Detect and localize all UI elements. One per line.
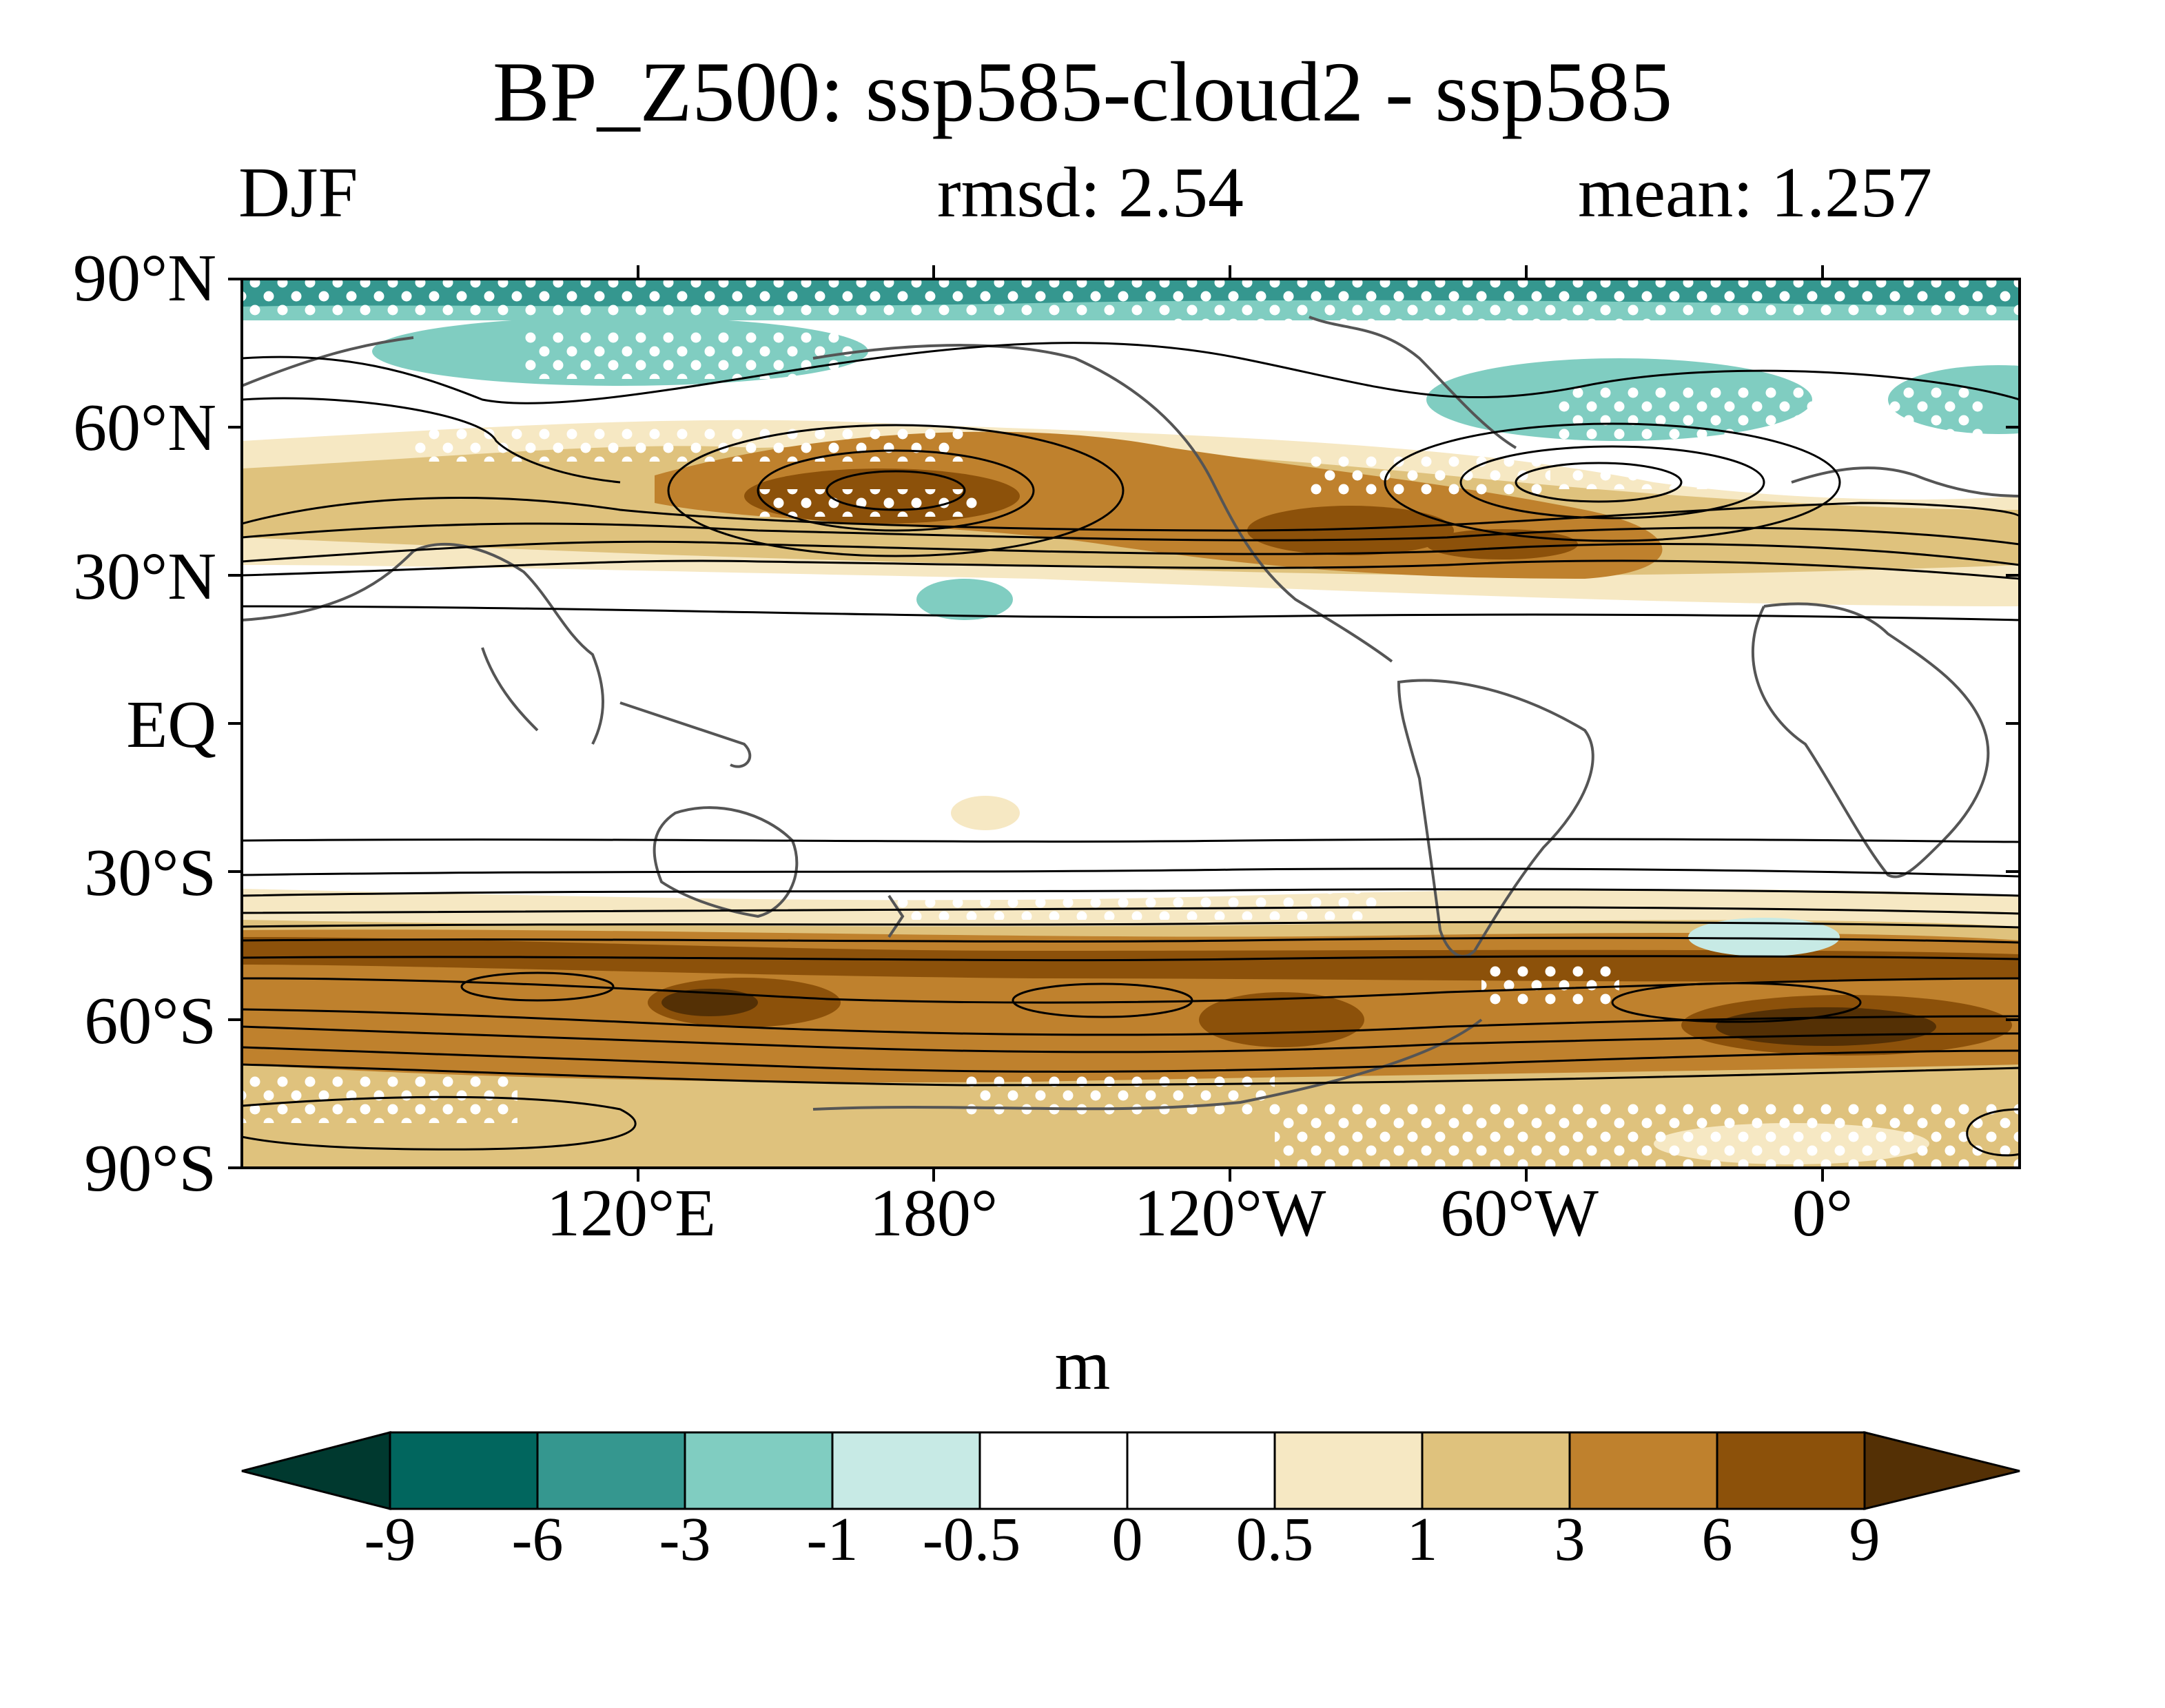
colorbar-swatch <box>389 1431 539 1510</box>
colorbar-swatch-upper-extend <box>1863 1431 2020 1510</box>
colorbar-swatch <box>1421 1431 1571 1510</box>
colorbar-swatch <box>831 1431 981 1510</box>
lon-label: 180° <box>869 1176 998 1251</box>
colorbar-level-label: -9 <box>364 1505 416 1574</box>
lon-label: 120°W <box>1133 1176 1326 1251</box>
colorbar-level-label: -1 <box>806 1505 859 1574</box>
rmsd-label: rmsd: 2.54 <box>937 153 1244 232</box>
colorbar-level-label: 3 <box>1554 1505 1586 1574</box>
colorbar-units: m <box>1054 1326 1111 1405</box>
colorbar-level-label: -6 <box>511 1505 564 1574</box>
lat-label: 60°S <box>84 984 216 1058</box>
colorbar-level-label: 0.5 <box>1235 1505 1314 1574</box>
colorbar <box>241 1431 2020 1510</box>
mean-label: mean: 1.257 <box>1578 153 1933 232</box>
colorbar-level-label: 6 <box>1701 1505 1733 1574</box>
colorbar-swatch <box>1126 1431 1276 1510</box>
lat-label: 90°N <box>73 241 216 316</box>
lat-label: 90°S <box>84 1131 216 1206</box>
colorbar-swatch <box>536 1431 686 1510</box>
colorbar-swatch-lower-extend <box>241 1431 391 1510</box>
significance-stippling <box>242 279 2020 1168</box>
lon-label: 0° <box>1792 1176 1854 1251</box>
lat-label: 30°N <box>73 539 216 614</box>
colorbar-swatch <box>684 1431 834 1510</box>
colorbar-swatch <box>1716 1431 1866 1510</box>
climatology-contours <box>242 342 2020 1157</box>
season-label: DJF <box>238 153 358 232</box>
lon-label: 120°E <box>546 1176 717 1251</box>
axis-ticks <box>228 265 2020 1182</box>
colorbar-level-label: 0 <box>1111 1505 1143 1574</box>
lon-label: 60°W <box>1440 1176 1599 1251</box>
figure-title: BP_Z500: ssp585-cloud2 - ssp585 <box>493 45 1672 139</box>
lat-label: 30°S <box>84 836 216 910</box>
colorbar-swatch <box>1568 1431 1718 1510</box>
colorbar-swatch <box>1273 1431 1424 1510</box>
colorbar-level-label: 1 <box>1406 1505 1438 1574</box>
colorbar-level-label: -3 <box>659 1505 711 1574</box>
map-panel <box>242 279 2020 1168</box>
colorbar-level-label: -0.5 <box>922 1505 1021 1574</box>
lat-label: 60°N <box>73 391 216 465</box>
colorbar-level-label: 9 <box>1849 1505 1880 1574</box>
lat-label: EQ <box>126 688 216 762</box>
colorbar-swatch <box>978 1431 1129 1510</box>
